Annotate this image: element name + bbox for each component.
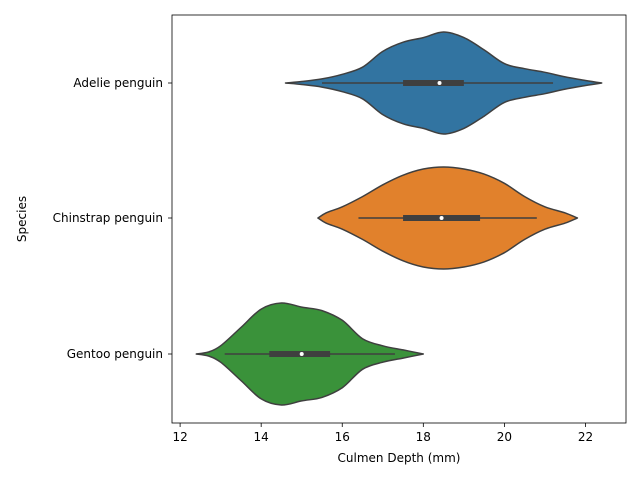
x-tick-label: 12	[172, 430, 187, 444]
y-tick-label: Gentoo penguin	[67, 347, 163, 361]
y-axis-label: Species	[15, 196, 29, 242]
x-tick-label: 14	[254, 430, 269, 444]
x-axis-label: Culmen Depth (mm)	[338, 451, 461, 465]
median-marker	[437, 81, 442, 85]
x-axis: 12 14 16 18 20 22	[172, 423, 593, 444]
violin-2	[317, 166, 579, 270]
plot-frame	[171, 14, 627, 424]
x-tick-label: 22	[578, 430, 593, 444]
x-tick-label: 20	[497, 430, 512, 444]
y-tick-label: Adelie penguin	[73, 76, 163, 90]
x-tick-label: 16	[335, 430, 350, 444]
violin-1	[284, 31, 603, 135]
violin-3	[195, 302, 425, 406]
violins-layer	[195, 31, 603, 406]
y-tick-label: Chinstrap penguin	[53, 211, 163, 225]
y-axis: Adelie penguin Chinstrap penguin Gentoo pe…	[53, 76, 172, 361]
median-marker	[439, 216, 444, 220]
x-tick-label: 18	[416, 430, 431, 444]
median-marker	[299, 352, 304, 356]
